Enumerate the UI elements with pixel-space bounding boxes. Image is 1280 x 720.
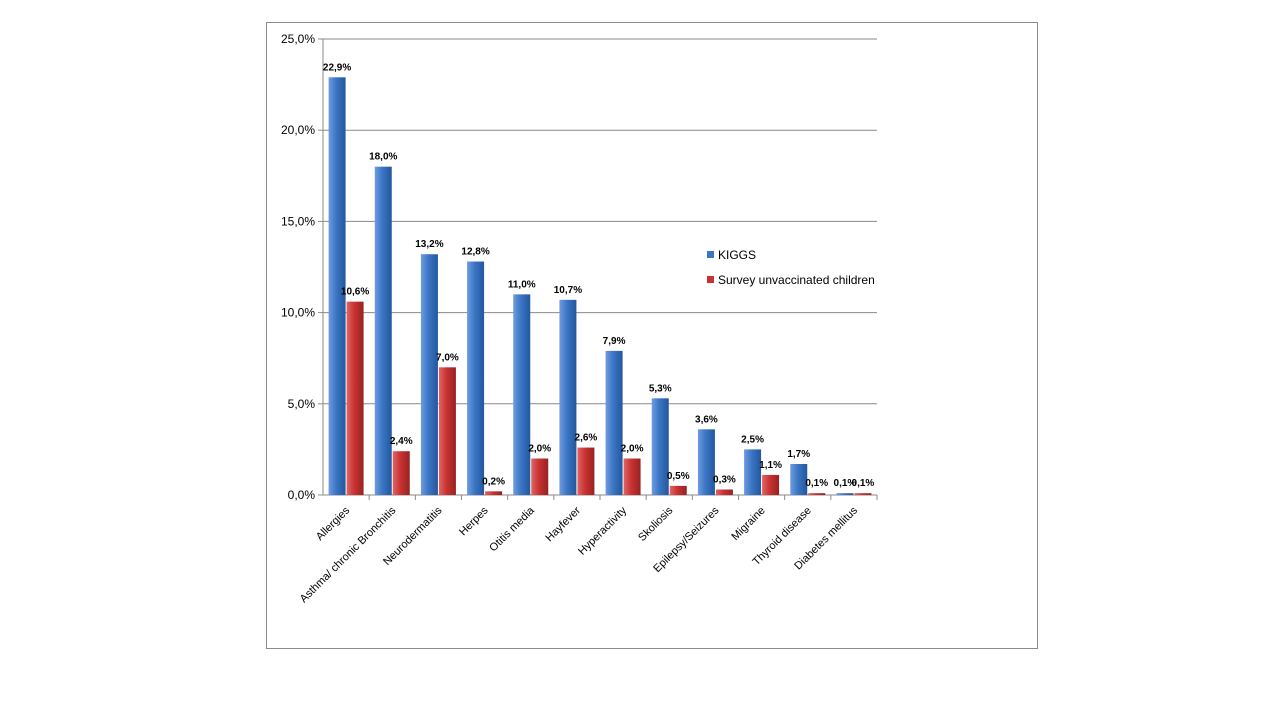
x-tick-label: Allergies	[314, 504, 353, 543]
bar-kiggs-1	[374, 166, 392, 495]
x-tick-label: Herpes	[457, 504, 491, 538]
bar-survey-11	[854, 493, 872, 495]
y-tick-label: 25,0%	[281, 32, 315, 46]
bar-survey-8	[715, 489, 733, 495]
data-label: 0,1%	[834, 478, 857, 489]
bar-survey-0	[346, 301, 364, 495]
bar-survey-6	[623, 458, 641, 495]
data-label: 10,6%	[341, 287, 369, 298]
bar-survey-4	[531, 458, 549, 495]
data-label: 7,0%	[436, 352, 459, 363]
data-label: 7,9%	[603, 336, 626, 347]
bar-kiggs-0	[328, 77, 346, 495]
data-label: 18,0%	[369, 152, 397, 163]
data-label: 13,2%	[415, 239, 443, 250]
bar-survey-5	[577, 447, 595, 495]
bar-survey-7	[669, 485, 687, 495]
data-label: 0,5%	[667, 471, 690, 482]
bar-kiggs-11	[836, 493, 854, 495]
bar-survey-9	[762, 474, 780, 495]
legend-label: KIGGS	[718, 248, 756, 262]
bar-kiggs-3	[467, 261, 485, 495]
y-tick-label: 5,0%	[288, 397, 316, 411]
bar-kiggs-6	[605, 350, 623, 495]
data-label: 12,8%	[461, 247, 489, 258]
bar-kiggs-4	[513, 294, 531, 495]
data-label: 0,1%	[852, 478, 875, 489]
data-label: 5,3%	[649, 383, 672, 394]
legend-swatch	[707, 251, 714, 258]
data-label: 10,7%	[554, 285, 582, 296]
y-tick-label: 15,0%	[281, 214, 315, 228]
bar-survey-2	[438, 367, 456, 495]
bar-kiggs-10	[790, 463, 808, 495]
chart-frame: 0,0% 5,0% 10,0% 15,0% 20,0% 25,0% Allergies Ast…	[266, 22, 1038, 649]
y-tick-label: 0,0%	[288, 488, 316, 502]
x-tick-label: Hayfever	[543, 504, 583, 544]
bar-survey-3	[485, 491, 503, 495]
data-label: 3,6%	[695, 414, 718, 425]
bar-kiggs-2	[420, 254, 438, 495]
data-label: 11,0%	[508, 279, 536, 290]
data-label: 1,1%	[759, 460, 782, 471]
data-label: 22,9%	[323, 62, 351, 73]
data-label: 0,2%	[482, 476, 505, 487]
data-label: 0,1%	[805, 478, 828, 489]
x-tick-label: Hyperactivity	[576, 504, 629, 557]
data-label: 2,5%	[741, 434, 764, 445]
data-label: 2,4%	[390, 436, 413, 447]
bar-kiggs-8	[697, 429, 715, 495]
bar-kiggs-9	[744, 449, 762, 495]
data-labels: 22,9% 10,6% 18,0% 2,4% 13,2% 7,0% 12,8% 0,2% 11,…	[323, 62, 875, 489]
axes: 0,0% 5,0% 10,0% 15,0% 20,0% 25,0% AllergiesAst…	[281, 32, 878, 605]
x-tick-label: Skoliosis	[636, 504, 676, 544]
x-tick-label: Migraine	[729, 505, 767, 543]
legend-label: Survey unvaccinated children	[718, 273, 875, 287]
bar-survey-10	[808, 493, 826, 495]
data-label: 2,0%	[528, 444, 551, 455]
bar-survey-1	[392, 451, 410, 495]
bar-chart: 0,0% 5,0% 10,0% 15,0% 20,0% 25,0% AllergiesAst…	[281, 32, 878, 605]
y-tick-label: 20,0%	[281, 123, 315, 137]
legend-swatch	[707, 276, 714, 283]
data-label: 2,0%	[621, 444, 644, 455]
bar-kiggs-7	[651, 398, 669, 495]
data-label: 0,3%	[713, 475, 736, 486]
bars	[328, 77, 872, 495]
y-tick-label: 10,0%	[281, 306, 315, 320]
data-label: 2,6%	[575, 433, 598, 444]
bar-kiggs-5	[559, 299, 577, 495]
x-tick-label: Otitis media	[487, 504, 537, 554]
legend: KIGGS Survey unvaccinated children	[707, 248, 875, 287]
x-tick-label: Asthma/ chronic Bronchitis	[298, 504, 399, 605]
data-label: 1,7%	[787, 449, 810, 460]
gridlines	[323, 38, 877, 405]
